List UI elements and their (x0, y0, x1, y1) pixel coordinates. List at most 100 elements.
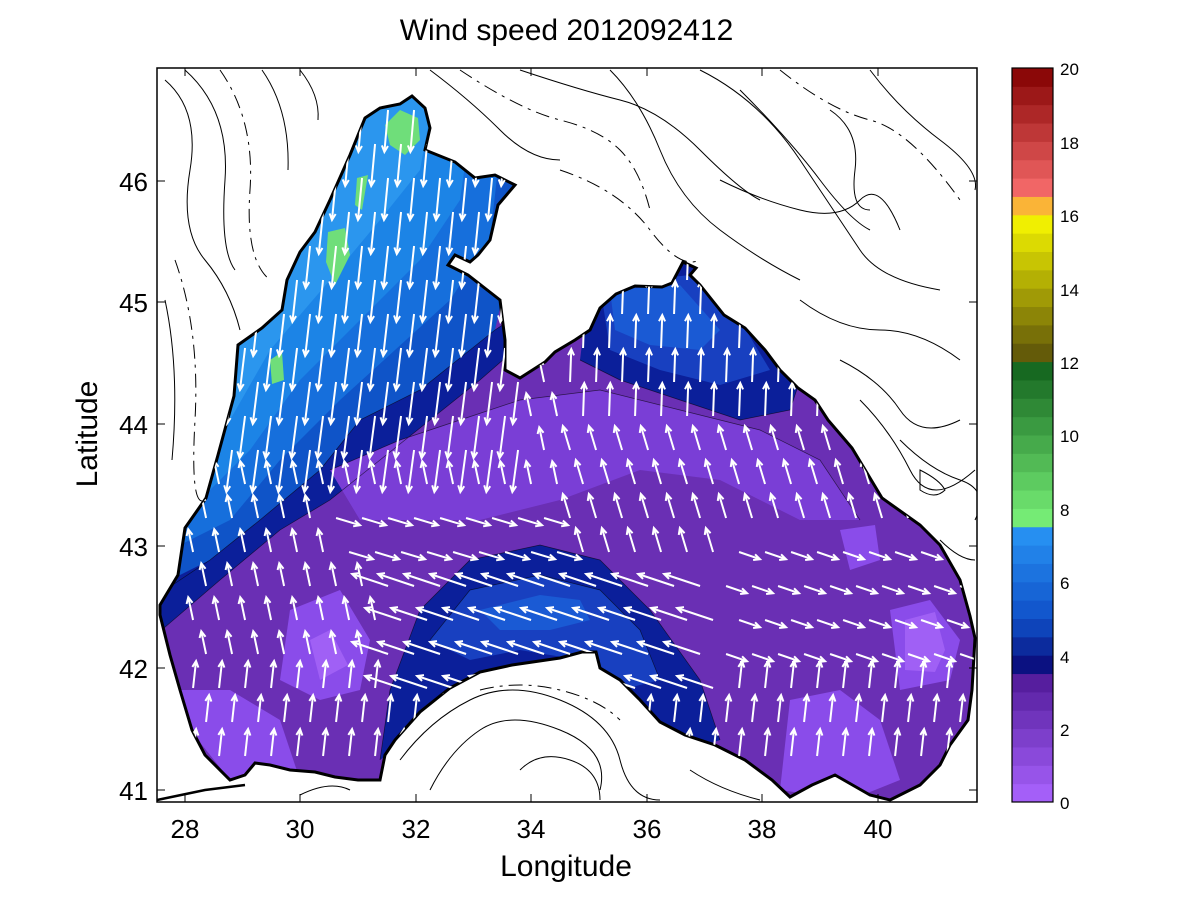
wind-arrow (427, 572, 467, 587)
wind-arrow (749, 346, 757, 383)
wind-arrow (599, 525, 611, 553)
wind-arrow (492, 606, 532, 621)
wind-arrow (790, 551, 815, 562)
wind-arrow (341, 594, 351, 621)
y-tick-label: 41 (119, 776, 148, 806)
wind-arrow (354, 245, 364, 291)
wind-arrow (496, 347, 507, 393)
wind-arrow (497, 458, 507, 485)
colorbar-band (1012, 490, 1053, 509)
wind-arrow (217, 658, 226, 689)
wind-arrow (374, 551, 402, 562)
wind-arrow (609, 640, 649, 655)
colorbar-band (1012, 765, 1053, 785)
wind-arrow (841, 726, 850, 757)
wind-arrow (380, 245, 390, 291)
colorbar-band (1012, 453, 1053, 473)
wind-arrow (750, 692, 759, 723)
wind-arrow (523, 390, 533, 417)
wind-arrow (674, 606, 714, 621)
wind-arrow (418, 415, 429, 461)
colorbar-tick-label: 4 (1060, 648, 1069, 667)
colorbar-tick-label: 2 (1060, 721, 1069, 740)
wind-arrow (794, 423, 806, 451)
wind-arrow (483, 313, 494, 359)
wind-arrow (505, 572, 545, 587)
wind-arrow (544, 606, 584, 621)
wind-arrow (570, 606, 610, 621)
wind-arrow (768, 423, 780, 451)
wind-arrow (275, 313, 286, 359)
wind-arrow (444, 347, 455, 393)
y-tick-label: 44 (119, 410, 148, 440)
wind-arrow (586, 423, 598, 451)
wind-arrow (842, 619, 867, 630)
wind-arrow (530, 551, 558, 562)
wind-arrow (651, 457, 663, 485)
wind-arrow (504, 551, 532, 562)
wind-arrow (406, 245, 416, 291)
wind-arrow (820, 491, 832, 519)
wind-arrow (445, 458, 455, 485)
wind-arrow (619, 346, 627, 383)
wind-arrow (549, 458, 559, 485)
wind-arrow (816, 551, 841, 562)
wind-arrow (366, 415, 377, 461)
wind-arrow (393, 279, 403, 325)
colorbar-band (1012, 563, 1053, 583)
wind-arrow (815, 658, 824, 689)
wind-arrow (625, 525, 637, 553)
wind-arrow (211, 594, 221, 621)
wind-arrow (790, 619, 815, 630)
wind-arrow (557, 640, 597, 655)
wind-arrow (237, 526, 247, 553)
x-axis-label: Longitude (500, 850, 632, 883)
colorbar-band (1012, 710, 1053, 730)
wind-arrow (412, 692, 421, 723)
wind-arrow (661, 572, 701, 587)
wind-arrow (367, 458, 377, 485)
colorbar-tick-label: 10 (1060, 427, 1079, 446)
wind-arrow (593, 346, 601, 383)
wind-arrow (453, 572, 493, 587)
wind-arrow (710, 312, 718, 349)
wind-arrow (690, 423, 702, 451)
wind-arrow (295, 658, 304, 689)
wind-arrow (583, 640, 623, 655)
colorbar-band (1012, 746, 1053, 766)
wind-arrow (738, 551, 763, 562)
wind-arrow (414, 606, 454, 621)
wind-arrow (788, 380, 796, 417)
colorbar-band (1012, 636, 1053, 656)
wind-arrow (393, 458, 403, 485)
wind-arrow (690, 491, 702, 519)
wind-arrow (276, 492, 286, 519)
wind-arrow (573, 525, 585, 553)
wind-arrow (632, 312, 640, 349)
wind-arrow (622, 674, 662, 689)
y-tick-label: 46 (119, 167, 148, 197)
wind-arrow (606, 312, 614, 349)
wind-arrow (375, 640, 415, 655)
colorbar-band (1012, 159, 1053, 179)
colorbar-band (1012, 86, 1053, 106)
wind-arrow (638, 491, 650, 519)
wind-arrow (302, 628, 312, 655)
wind-arrow (392, 415, 403, 461)
wind-arrow (224, 492, 234, 519)
wind-arrow (379, 381, 390, 427)
wind-arrow (362, 606, 402, 621)
wind-arrow (842, 551, 867, 562)
wind-arrow (211, 526, 221, 553)
wind-arrow (661, 640, 701, 655)
wind-arrow (256, 692, 265, 723)
wind-arrow (586, 491, 598, 519)
wind-arrow (599, 457, 611, 485)
wind-arrow (737, 726, 746, 757)
colorbar-tick-label: 0 (1060, 794, 1069, 813)
wind-arrow (314, 347, 325, 393)
wind-arrow (354, 628, 364, 655)
wind-arrow (426, 551, 454, 562)
wind-arrow (405, 381, 416, 427)
wind-arrow (288, 415, 299, 461)
